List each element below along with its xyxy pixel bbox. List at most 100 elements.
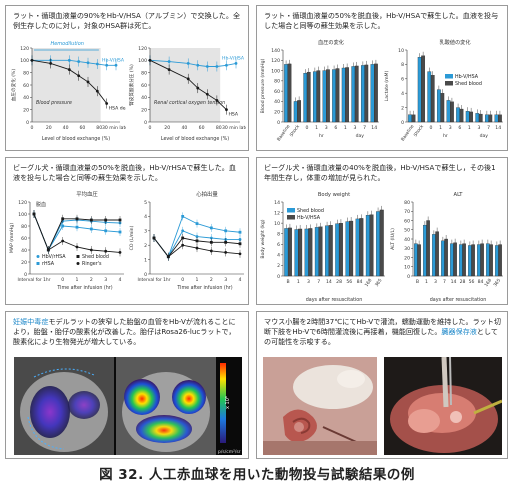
y-tick-label: 20 xyxy=(21,260,27,266)
data-point xyxy=(195,246,199,250)
x-tick-label: 2 xyxy=(210,277,213,283)
bar xyxy=(322,70,327,123)
bar xyxy=(370,64,375,123)
x-axis-label: Time after infusion (hr) xyxy=(56,285,112,291)
x-group-label: hr xyxy=(319,133,324,139)
bar xyxy=(284,228,289,277)
y-axis-label: CO (L/min) xyxy=(129,225,135,250)
bar xyxy=(432,234,436,277)
x-axis-label: Time after infusion (hr) xyxy=(176,285,232,291)
y-tick-label: 2 xyxy=(401,105,404,111)
bar xyxy=(495,245,499,277)
data-point xyxy=(238,238,242,241)
bar xyxy=(297,100,302,123)
bar xyxy=(338,222,343,277)
x-tick-label: 1 xyxy=(76,277,79,283)
series-line xyxy=(149,59,227,110)
chart-title: ALT xyxy=(454,192,464,198)
y-tick-label: 100 xyxy=(18,212,27,218)
x-group-label: day xyxy=(480,133,489,139)
bar xyxy=(341,67,346,123)
y-tick-label: 20 xyxy=(274,110,280,116)
bioluminescence-image: x 10⁶ p/s/cm²/sr xyxy=(14,357,242,455)
bar xyxy=(294,229,299,277)
x-tick-label: 40 xyxy=(181,125,187,131)
panel-description: ビーグル犬・循環血液量の50%を脱血後，Hb-V/rHSAで蘇生した。血液を投与… xyxy=(13,163,236,182)
data-point xyxy=(118,251,122,254)
y-tick-label: 14 xyxy=(274,200,280,206)
y-tick-label: 0 xyxy=(24,272,27,278)
bar xyxy=(308,228,313,277)
shaded-region xyxy=(150,48,221,122)
data-point xyxy=(46,248,50,252)
legend-swatch xyxy=(445,81,453,86)
data-point xyxy=(224,240,228,244)
panel-rat-50pct: ラット・循環血液量の50%を脱血後，Hb-V/HSAで蘇生した。血液を投与した場… xyxy=(256,5,508,151)
x-tick-label: 14 xyxy=(326,279,332,285)
data-point xyxy=(195,222,199,225)
bar xyxy=(345,67,350,123)
y-tick-label: 50 xyxy=(404,228,410,234)
x-tick-label: 1 xyxy=(468,125,471,131)
x-tick-label: 60 xyxy=(199,125,205,131)
annotation-label: 脱血 xyxy=(36,201,46,208)
panel-description: ラット・循環血液量の90%をHb-V/HSA（アルブミン）で交換した。全例生存し… xyxy=(13,11,241,30)
x-axis-label: days after resuscitation xyxy=(430,297,487,303)
x-tick-label: 365 xyxy=(374,278,384,288)
data-point xyxy=(32,212,36,216)
series-line xyxy=(32,59,116,66)
legend-swatch xyxy=(287,208,295,213)
y-tick-label: 6 xyxy=(277,242,280,248)
y-tick-label: 60 xyxy=(141,83,147,89)
y-tick-label: 10 xyxy=(404,265,410,271)
bar xyxy=(477,244,481,277)
x-tick-label: 84 xyxy=(478,279,484,285)
data-point xyxy=(209,236,213,240)
annotation-hemodilution: Hemodilution xyxy=(50,41,83,47)
y-axis-label: MAP (mmHg) xyxy=(9,223,15,253)
x-tick-label: 3 xyxy=(325,125,328,131)
legend-label: Shed blood xyxy=(455,81,482,87)
bar xyxy=(379,209,384,277)
bar xyxy=(426,220,430,277)
x-tick-label: 0 xyxy=(306,125,309,131)
bar xyxy=(364,64,369,123)
panel-90pct-exchange: ラット・循環血液量の90%をHb-V/HSA（アルブミン）で交換した。全例生存し… xyxy=(5,5,249,151)
panel-description-body: モデルラットの狭窄した胎盤の血管をHb-Vが流れることにより，胎盤・胎仔の酸素化… xyxy=(13,317,236,346)
bar xyxy=(369,214,374,277)
y-axis-label: Lactate (mM) xyxy=(384,70,390,101)
x-tick-label: 7 xyxy=(487,125,490,131)
data-point xyxy=(89,218,93,222)
bar xyxy=(435,231,439,277)
bar xyxy=(360,65,365,123)
x-tick-label: 1 xyxy=(439,125,442,131)
x-tick-label: 2 xyxy=(90,277,93,283)
panel-preeclampsia: 妊娠中毒症モデルラットの狭窄した胎盤の血管をHb-Vが流れることにより，胎盤・胎… xyxy=(5,311,249,459)
x-tick-label: 365 xyxy=(492,278,502,288)
chart-title: 平均血圧 xyxy=(76,190,98,198)
series-label: Hb-V/HSA xyxy=(102,57,125,63)
y-tick-label: 30 xyxy=(404,246,410,252)
data-point xyxy=(75,245,79,249)
x-tick-label: 1 xyxy=(344,125,347,131)
bar xyxy=(345,221,350,277)
y-axis-label: ALT (IU/L) xyxy=(390,228,396,250)
bar xyxy=(303,72,308,123)
data-point xyxy=(118,230,122,234)
y-tick-label: 0 xyxy=(144,272,147,278)
bar xyxy=(408,114,412,123)
series-line xyxy=(31,59,108,104)
data-point xyxy=(224,229,228,233)
x-tick-label: 6 xyxy=(458,125,461,131)
data-point xyxy=(181,236,185,240)
y-axis-label: Blood pressure (mmHg) xyxy=(260,58,266,113)
bar xyxy=(355,218,360,277)
bar xyxy=(304,228,309,277)
bar xyxy=(459,244,463,277)
x-tick-label: 0 xyxy=(430,125,433,131)
y-tick-label: 0 xyxy=(401,120,404,126)
y-tick-label: 40 xyxy=(23,95,29,101)
